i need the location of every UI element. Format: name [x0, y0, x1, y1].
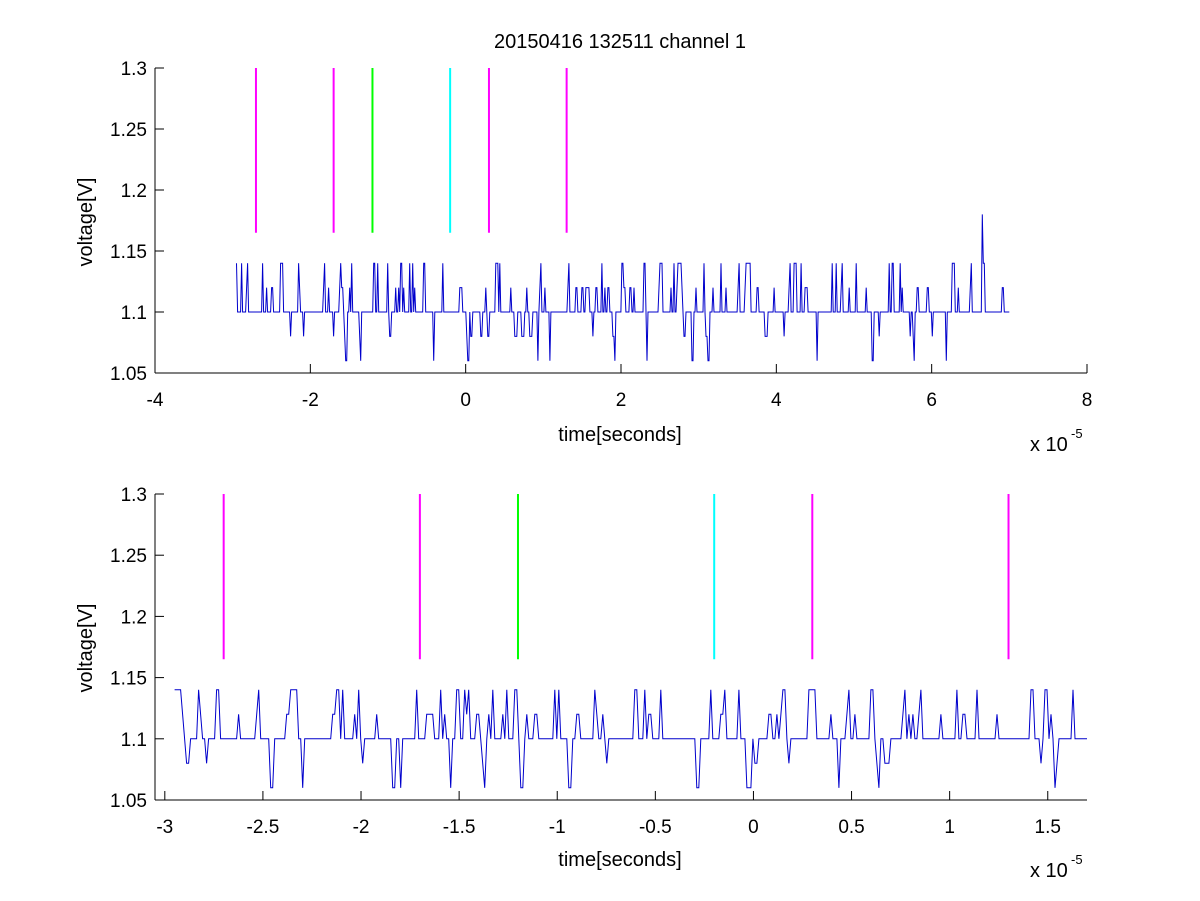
top-tick-labels: -4 -2 0 2 4 6 8 1.05 1.1 1.15 1.2 1.25 1.3 [110, 59, 1092, 411]
x-tick-label: 4 [771, 390, 782, 411]
bottom-x-exponent-base: x 10 [1030, 860, 1068, 882]
top-plot-panel: 20150416 132511 channel 1 -4 -2 0 2 4 6 8 1.05 1… [75, 31, 1092, 456]
x-tick-label: -0.5 [639, 817, 672, 838]
x-tick-label: 0.5 [838, 817, 864, 838]
x-tick-label: 0 [460, 390, 471, 411]
x-tick-label: -4 [147, 390, 164, 411]
y-tick-label: 1.2 [121, 607, 147, 628]
chart-title: 20150416 132511 channel 1 [494, 31, 746, 53]
x-tick-label: -2 [353, 817, 370, 838]
y-tick-label: 1.15 [110, 242, 147, 263]
x-tick-label: 2 [616, 390, 627, 411]
bottom-x-exponent-power: -5 [1071, 852, 1083, 867]
y-tick-label: 1.2 [121, 181, 147, 202]
x-tick-label: 8 [1082, 390, 1093, 411]
x-tick-label: -2 [302, 390, 319, 411]
top-x-exponent-base: x 10 [1030, 434, 1068, 456]
voltage-series-line [236, 214, 1010, 362]
bottom-x-axis-label: time[seconds] [558, 849, 681, 871]
y-tick-label: 1.1 [121, 730, 147, 751]
y-tick-label: 1.3 [121, 485, 147, 506]
y-tick-label: 1.05 [110, 364, 147, 385]
x-tick-label: 1 [944, 817, 955, 838]
y-tick-label: 1.15 [110, 669, 147, 690]
x-tick-label: 6 [926, 390, 937, 411]
y-tick-label: 1.25 [110, 120, 147, 141]
x-tick-label: 1.5 [1035, 817, 1061, 838]
top-y-axis-label: voltage[V] [75, 178, 97, 267]
x-tick-label: -1 [549, 817, 566, 838]
x-tick-label: -3 [156, 817, 173, 838]
bottom-voltage-trace [174, 689, 1087, 789]
bottom-axes [154, 493, 1087, 801]
top-x-axis-label: time[seconds] [558, 424, 681, 446]
x-tick-label: -1.5 [443, 817, 476, 838]
bottom-event-markers [222, 494, 1010, 660]
top-x-exponent-power: -5 [1071, 426, 1083, 441]
y-tick-label: 1.1 [121, 303, 147, 324]
bottom-plot-panel: -3 -2.5 -2 -1.5 -1 -0.5 0 0.5 1 1.5 1.05 1.1 1.15 1.2… [75, 485, 1087, 882]
y-tick-label: 1.05 [110, 791, 147, 812]
top-voltage-trace [236, 214, 1010, 362]
x-tick-label: 0 [748, 817, 759, 838]
x-tick-label: -2.5 [247, 817, 280, 838]
y-tick-label: 1.3 [121, 59, 147, 80]
y-tick-label: 1.25 [110, 546, 147, 567]
bottom-tick-labels: -3 -2.5 -2 -1.5 -1 -0.5 0 0.5 1 1.5 1.05 1.1 1.15 1.2… [110, 485, 1061, 838]
top-axes [154, 67, 1088, 374]
top-event-markers [254, 68, 568, 233]
voltage-series-line [174, 689, 1087, 789]
bottom-y-axis-label: voltage[V] [75, 604, 97, 693]
